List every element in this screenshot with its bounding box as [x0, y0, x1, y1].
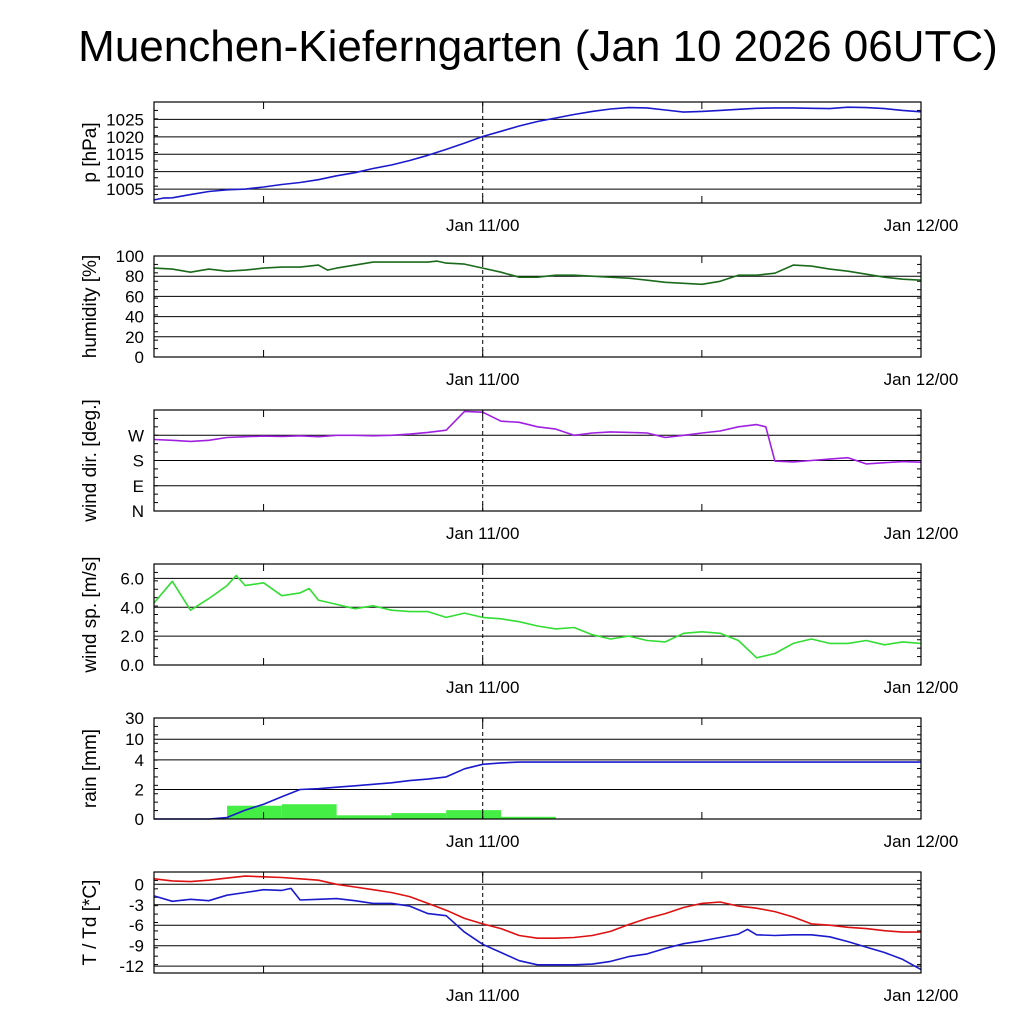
y-tick-label: 0: [135, 810, 144, 829]
rain-bar: [281, 804, 337, 819]
plot-frame: [153, 717, 922, 820]
humidity-line: [153, 260, 922, 286]
y-tick-label: 30: [125, 709, 144, 728]
x-tick-label: Jan 11/00: [446, 216, 519, 235]
accumulated-rain-line: [154, 761, 921, 820]
x-tick-label: Jan 11/00: [446, 678, 519, 697]
y-tick-label: 80: [125, 267, 144, 286]
y-tick-label: N: [132, 502, 144, 521]
y-tick-label: 1025: [106, 110, 144, 129]
x-tick-label: Jan 11/00: [446, 370, 519, 389]
x-tick-label: Jan 12/00: [884, 524, 959, 543]
y-tick-label: 40: [125, 308, 144, 327]
rain-bar: [336, 815, 392, 819]
y-tick-label: 2: [135, 780, 144, 799]
wind-speed-panel: 0.0 2.0 4.0 6.0 Jan 11/00 Jan 12/00 wind sp. […: [80, 556, 959, 697]
y-axis-label: p [hPa]: [80, 122, 101, 182]
rain-bar: [227, 805, 282, 819]
x-tick-label: Jan 11/00: [446, 986, 519, 1005]
plot-frame: [153, 255, 922, 358]
y-tick-label: -6: [129, 916, 144, 935]
y-axis-label: wind sp. [m/s]: [80, 556, 101, 673]
dewpoint-line: [153, 887, 922, 971]
plot-frame: [153, 871, 922, 974]
y-tick-label: 0: [135, 875, 144, 894]
y-tick-label: 100: [116, 247, 144, 266]
x-tick-label: Jan 12/00: [884, 370, 959, 389]
x-tick-label: Jan 12/00: [884, 832, 959, 851]
y-tick-label: 6.0: [120, 569, 144, 588]
y-tick-label: W: [128, 426, 144, 445]
y-tick-label: 0.0: [120, 656, 144, 675]
wind-direction-line: [153, 410, 922, 465]
rain-bar: [446, 810, 501, 819]
y-axis-label: humidity [%]: [80, 255, 101, 358]
y-tick-label: -9: [129, 937, 144, 956]
pressure-line: [153, 106, 922, 201]
x-tick-label: Jan 12/00: [884, 986, 959, 1005]
y-tick-label: 4.0: [120, 598, 144, 617]
x-tick-label: Jan 12/00: [884, 216, 959, 235]
y-tick-label: 2.0: [120, 627, 144, 646]
y-axis-label: wind dir. [deg.]: [80, 399, 101, 523]
x-tick-label: Jan 11/00: [446, 832, 519, 851]
y-tick-label: 20: [125, 328, 144, 347]
wind-speed-line: [153, 574, 922, 659]
rain-bar: [391, 813, 447, 819]
y-tick-label: 1010: [106, 163, 144, 182]
x-tick-label: Jan 12/00: [884, 678, 959, 697]
plot-frame: [153, 101, 922, 204]
y-tick-label: 1020: [106, 128, 144, 147]
plot-frame: [153, 563, 922, 666]
rain-panel: 0 2 4 10 30 Jan 11/00 Jan 12/00 rain [mm]: [80, 709, 959, 851]
y-tick-label: 1005: [106, 180, 144, 199]
y-tick-label: S: [133, 452, 144, 471]
rain-bar: [500, 816, 556, 819]
y-tick-label: 60: [125, 287, 144, 306]
y-tick-label: 0: [135, 348, 144, 367]
y-tick-label: 1015: [106, 145, 144, 164]
y-tick-label: 10: [125, 730, 144, 749]
y-tick-label: 4: [135, 751, 144, 770]
y-tick-label: -12: [119, 957, 144, 976]
y-axis-label: rain [mm]: [80, 729, 101, 808]
y-tick-label: E: [133, 477, 144, 496]
temperature-line: [153, 875, 921, 939]
y-tick-label: -3: [129, 896, 144, 915]
y-axis-label: T / Td [*C]: [80, 880, 101, 966]
x-tick-label: Jan 11/00: [446, 524, 519, 543]
plot-frame: [153, 409, 922, 512]
temperature-panel: -12-9 -6-3 0 Jan 11/00 Jan 12/00 T / Td [*C]: [80, 871, 959, 1005]
chart-title: Muenchen-Kieferngarten (Jan 10 2026 06UT…: [78, 22, 998, 71]
